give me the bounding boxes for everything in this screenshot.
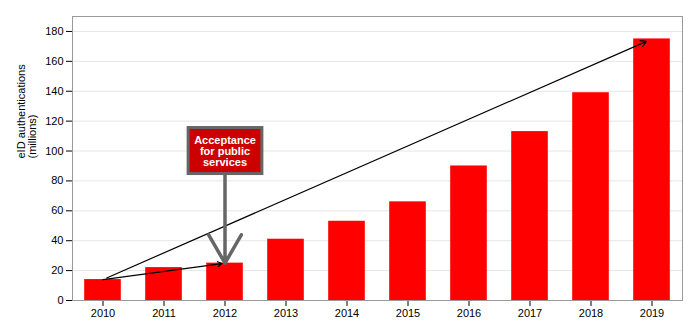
svg-text:2013: 2013 [274, 307, 298, 319]
svg-text:2018: 2018 [579, 307, 603, 319]
svg-text:0: 0 [57, 294, 63, 306]
svg-text:40: 40 [51, 234, 63, 246]
svg-text:120: 120 [45, 115, 63, 127]
svg-text:60: 60 [51, 204, 63, 216]
svg-text:2011: 2011 [152, 307, 176, 319]
svg-text:140: 140 [45, 85, 63, 97]
svg-text:2015: 2015 [396, 307, 420, 319]
svg-text:Acceptancefor publicservices: Acceptancefor publicservices [194, 134, 256, 168]
svg-text:2016: 2016 [457, 307, 481, 319]
svg-text:180: 180 [45, 25, 63, 37]
svg-text:80: 80 [51, 174, 63, 186]
svg-text:160: 160 [45, 55, 63, 67]
svg-text:2010: 2010 [91, 307, 115, 319]
svg-text:2017: 2017 [518, 307, 542, 319]
svg-text:20: 20 [51, 264, 63, 276]
svg-text:2012: 2012 [213, 307, 237, 319]
svg-text:100: 100 [45, 145, 63, 157]
svg-text:eID authentications(millions): eID authentications(millions) [15, 64, 38, 159]
svg-text:2014: 2014 [335, 307, 359, 319]
svg-text:2019: 2019 [640, 307, 664, 319]
